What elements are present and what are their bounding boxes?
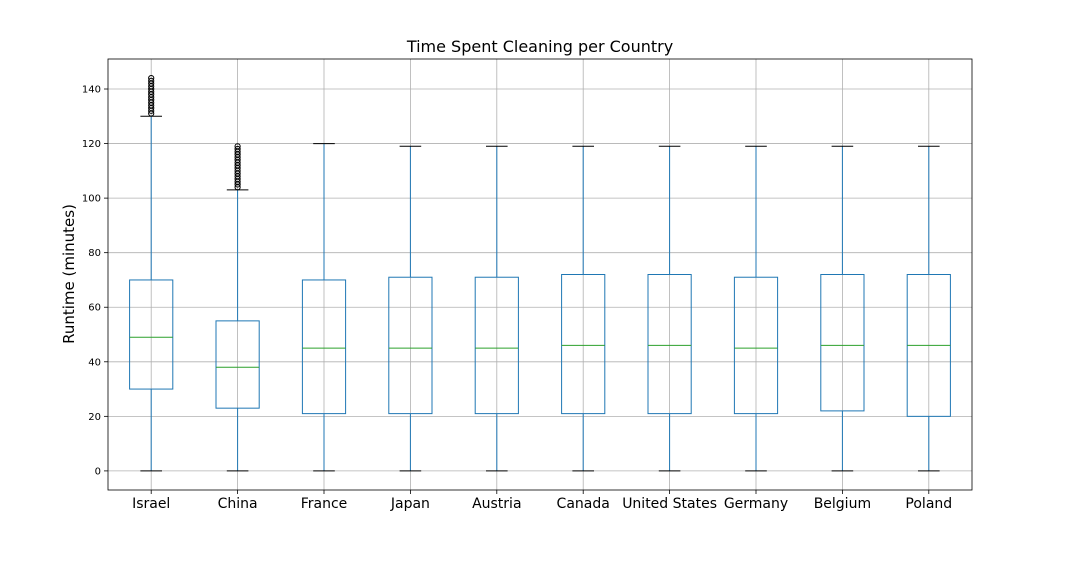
box-iqr [561, 274, 606, 415]
axis-layer: 0 20 40 60 80 100 120 140 Israel China France Japan… [82, 58, 973, 512]
box-iqr [474, 276, 519, 415]
box-group [561, 145, 606, 472]
y-tick-label: 40 [88, 357, 101, 368]
box-group [733, 145, 779, 472]
outlier-point [234, 143, 241, 150]
x-tick-label: United States [622, 496, 717, 512]
plot-frame [107, 58, 973, 491]
y-tick-label: 80 [88, 248, 101, 259]
chart-title: Time Spent Cleaning per Country [406, 37, 673, 56]
box-group [820, 145, 865, 472]
box-group [474, 145, 519, 472]
box-group [647, 145, 692, 472]
y-tick-label: 0 [95, 466, 101, 477]
x-tick-label: Canada [557, 496, 610, 512]
y-tick-label: 20 [88, 412, 101, 423]
box-group [129, 74, 174, 472]
box-group [906, 145, 951, 472]
box-iqr [215, 320, 260, 409]
box-group [301, 143, 347, 472]
box-iqr [129, 279, 174, 390]
y-tick-label: 140 [82, 85, 101, 96]
x-tick-label: France [301, 496, 348, 512]
x-tick-label: Germany [724, 496, 788, 512]
box-iqr [820, 274, 865, 412]
y-tick-label: 100 [82, 194, 101, 205]
x-tick-label: Japan [390, 496, 430, 512]
x-tick-label: Israel [132, 496, 170, 512]
outlier-point [148, 74, 155, 82]
y-axis-label: Runtime (minutes) [60, 204, 78, 344]
box-iqr [647, 274, 692, 415]
box-iqr [388, 276, 433, 415]
y-tick-label: 120 [82, 139, 101, 150]
x-tick-label: Belgium [814, 496, 871, 512]
box-group [215, 143, 260, 472]
box-iqr [733, 276, 779, 415]
y-tick-label: 60 [88, 303, 101, 314]
x-tick-label: Austria [472, 496, 521, 512]
x-tick-label: China [218, 496, 258, 512]
box-group [388, 145, 433, 472]
x-tick-label: Poland [905, 496, 952, 512]
box-iqr [301, 279, 347, 415]
outlier-point [234, 145, 241, 153]
outlier-point [148, 77, 155, 84]
box-layer [129, 74, 951, 472]
